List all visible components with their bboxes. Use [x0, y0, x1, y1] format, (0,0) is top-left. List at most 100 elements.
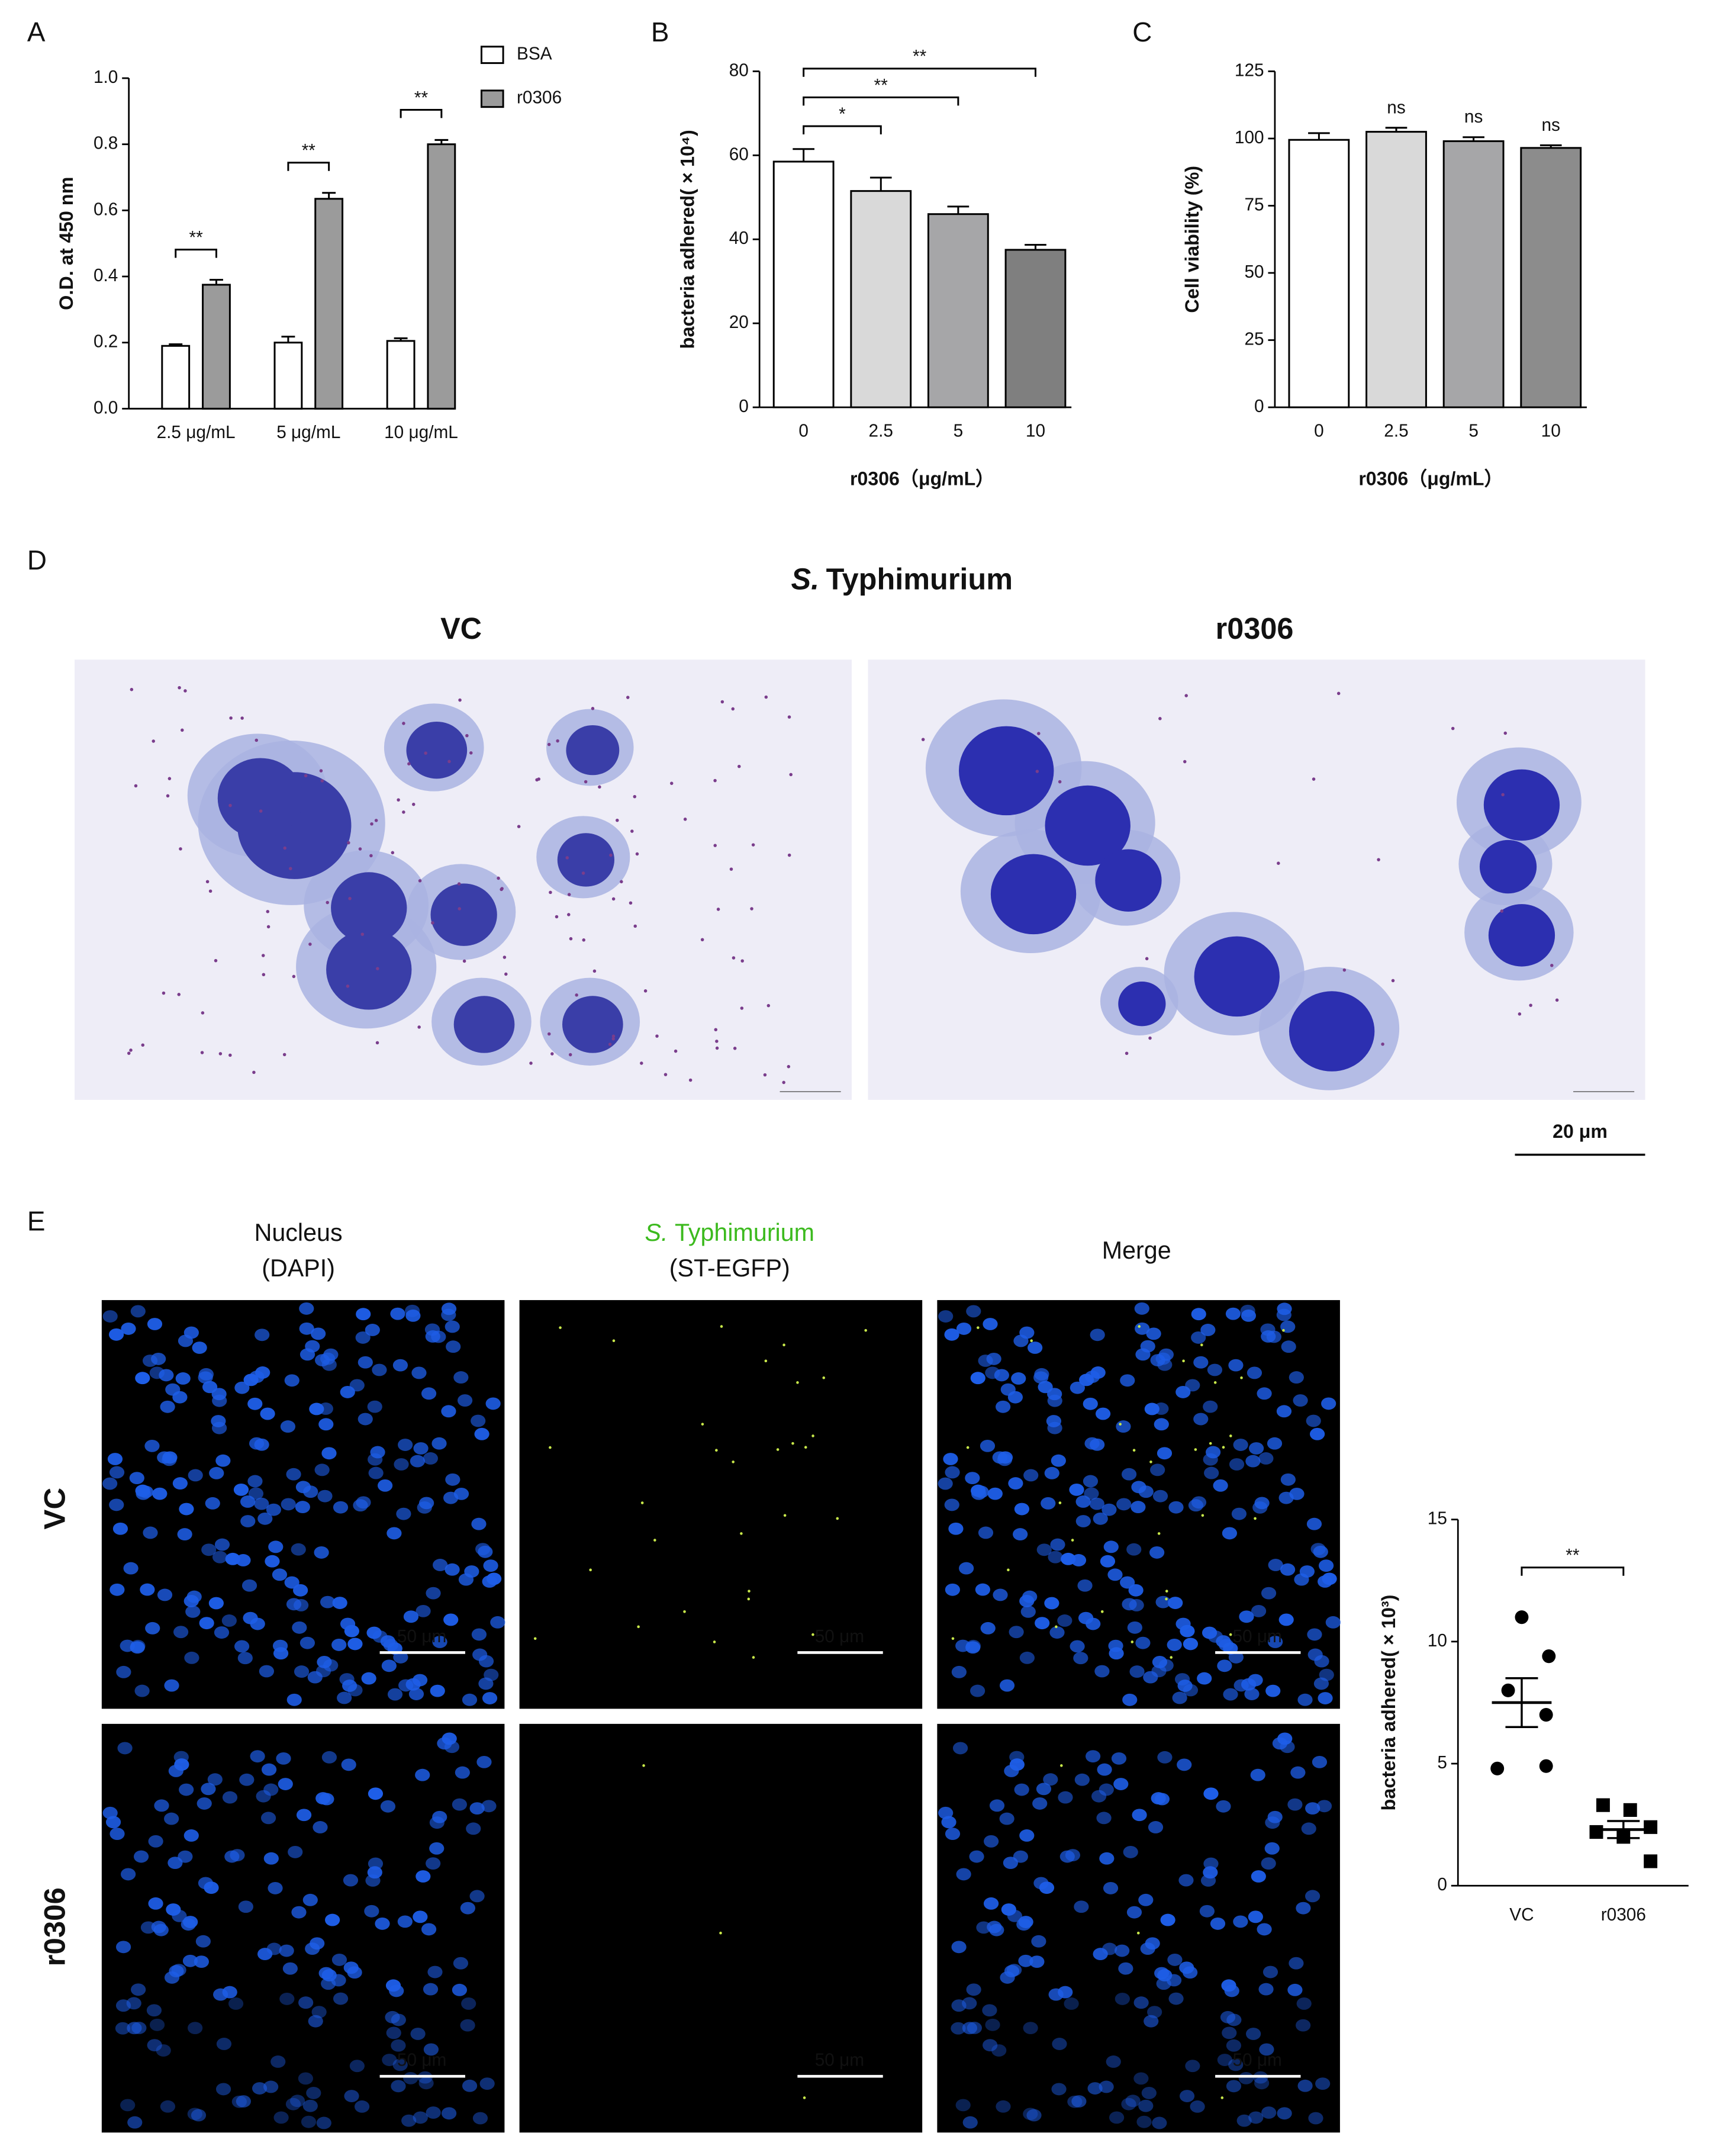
nucleus: [1141, 2086, 1157, 2099]
nucleus: [109, 1583, 125, 1596]
bacterium: [402, 810, 405, 814]
nucleus: [1083, 1475, 1099, 1488]
y-tick-label: 0: [739, 397, 749, 416]
nucleus: [254, 1438, 269, 1451]
nucleus: [1113, 1778, 1129, 1790]
nucleus: [980, 1622, 996, 1635]
nucleus: [164, 1812, 179, 1825]
nucleus: [1221, 1979, 1236, 1992]
nucleus: [944, 1498, 959, 1511]
nucleus: [453, 1487, 469, 1500]
nucleus: [1009, 1626, 1024, 1639]
nucleus: [1172, 1691, 1187, 1704]
nucleus: [286, 1468, 301, 1481]
nucleus: [1190, 2100, 1205, 2113]
bacterium: [282, 1053, 286, 1057]
nucleus: [1231, 1507, 1247, 1520]
nucleus: [337, 1691, 352, 1704]
nucleus: [1099, 1783, 1114, 1796]
nucleus: [344, 1624, 359, 1638]
nucleus: [1135, 1348, 1151, 1361]
nucleus: [945, 1828, 961, 1841]
nucleus: [381, 1659, 397, 1672]
nucleus: [1058, 1791, 1073, 1804]
panel-title: S. Typhimurium: [791, 562, 1013, 596]
nucleus: [410, 2028, 426, 2040]
nucleus: [1293, 1394, 1308, 1407]
nucleus: [183, 1326, 199, 1339]
nucleus: [341, 1758, 356, 1771]
nucleus: [411, 1366, 427, 1379]
nucleus: [424, 1323, 440, 1336]
nucleus: [413, 1910, 428, 1923]
nucleus: [408, 1688, 424, 1700]
nucleus: [965, 1472, 980, 1485]
nucleus: [1225, 1307, 1241, 1320]
nucleus: [426, 2106, 441, 2119]
bacterium: [1182, 1359, 1185, 1363]
nucleus: [215, 2083, 231, 2096]
nucleus: [208, 1597, 224, 1610]
nucleus: [171, 1964, 186, 1977]
y-tick-label: 80: [729, 60, 749, 80]
nucleus: [175, 1372, 191, 1385]
nucleus: [1210, 1917, 1226, 1930]
nucleus: [1023, 2022, 1038, 2035]
bar: [850, 190, 912, 408]
bacterium: [1060, 1764, 1063, 1767]
bacterium: [458, 907, 461, 911]
nucleus: [207, 1773, 223, 1786]
x-tick-label: r0306: [1601, 1905, 1646, 1925]
nucleus: [299, 1322, 314, 1335]
nucleus: [403, 1610, 419, 1623]
nucleus: [1318, 1559, 1334, 1572]
nucleus: [1150, 1463, 1165, 1476]
nucleus: [1318, 1692, 1333, 1704]
bacterium: [259, 809, 263, 813]
bacterium: [458, 698, 462, 702]
nucleus: [1026, 2109, 1042, 2122]
nucleus: [191, 2109, 207, 2122]
nucleus: [1099, 1852, 1115, 1865]
bacterium: [1058, 780, 1062, 784]
nucleus: [1248, 1910, 1263, 1923]
nucleus: [1226, 2039, 1242, 2052]
nucleus: [356, 1308, 371, 1321]
bacterium: [179, 847, 182, 851]
nucleus: [347, 1638, 363, 1651]
nucleus: [250, 1617, 265, 1630]
nucleus: [365, 1324, 380, 1336]
bacterium: [565, 856, 569, 860]
nucleus: [1203, 1857, 1219, 1870]
nucleus: [1128, 1584, 1144, 1597]
scale-bar-label: 50 μm: [815, 1627, 864, 1646]
nucleus: [1028, 1341, 1043, 1354]
y-tick-label: 0.8: [94, 134, 118, 153]
bacterium: [966, 1446, 970, 1449]
nucleus: [278, 1778, 293, 1790]
bacterium: [633, 794, 637, 799]
nucleus: [279, 1944, 294, 1957]
nucleus: [455, 1766, 470, 1779]
bacterium: [811, 1434, 814, 1437]
bar: [1288, 139, 1350, 408]
nucleus: [975, 1583, 990, 1596]
fluorescence-image: [519, 1723, 923, 2133]
nucleus: [1258, 1983, 1274, 1996]
nucleus: [197, 1797, 212, 1810]
nucleus: [462, 2079, 478, 2092]
error-bar: [1539, 144, 1562, 148]
nucleus: [982, 2004, 997, 2017]
nucleus: [1261, 2106, 1277, 2119]
bacterium: [729, 867, 733, 871]
bacterium: [620, 880, 623, 884]
nucleus: [1133, 2072, 1149, 2085]
nucleus: [177, 1528, 192, 1541]
bacterium: [669, 781, 674, 785]
nucleus: [115, 1941, 131, 1954]
nucleus: [366, 1626, 382, 1639]
nucleus: [1084, 1487, 1099, 1500]
bacterium: [129, 1048, 133, 1052]
nucleus: [333, 1501, 349, 1514]
nucleus: [1180, 1624, 1195, 1638]
